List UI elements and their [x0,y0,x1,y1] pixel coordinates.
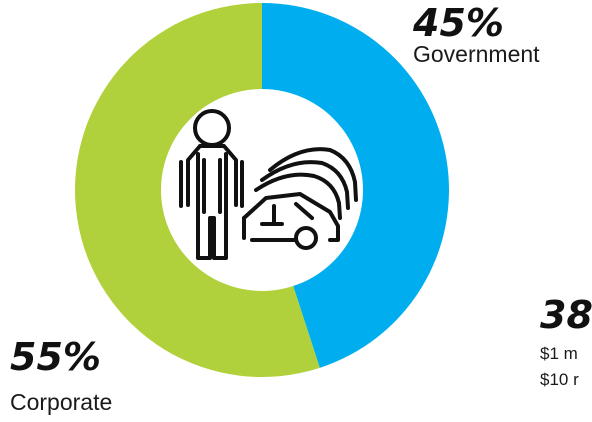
government-percent: 45% [413,1,504,45]
partial-value: 38 [540,293,592,337]
corporate-percent: 55% [10,335,101,379]
corporate-label: Corporate [10,389,113,415]
government-label: Government [413,41,540,67]
partial-line-1: $1 m [540,344,578,363]
partial-line-2: $10 r [540,370,579,389]
person-with-cars-icon [179,109,358,260]
